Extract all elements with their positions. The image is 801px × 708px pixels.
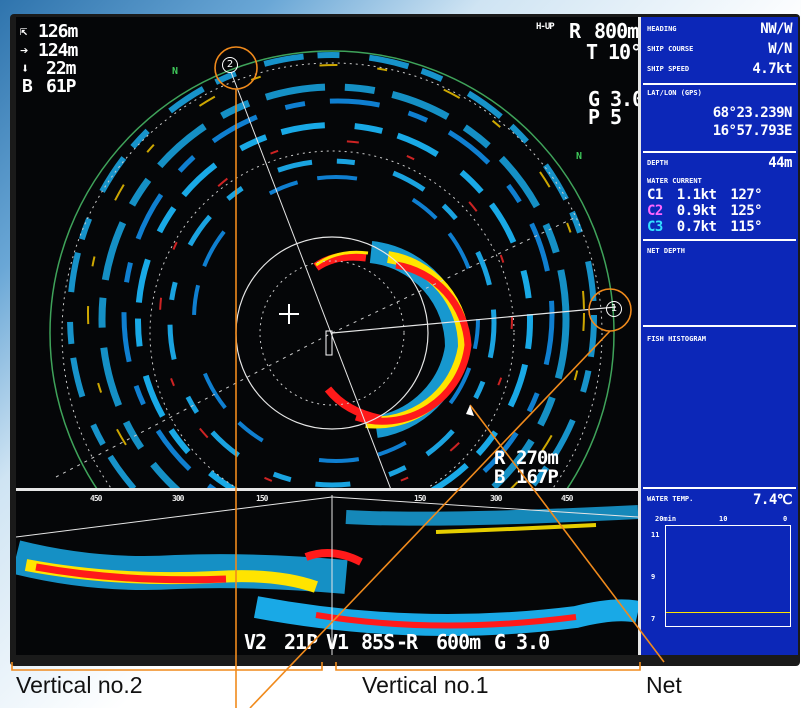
current-3-dir: 115°: [730, 219, 763, 235]
v2-value: 21P: [284, 630, 318, 654]
current-row-1: C1 1.1kt 127°: [647, 187, 792, 203]
temp-graph-frame: [665, 525, 791, 627]
scale-right-3: 450: [561, 494, 573, 503]
heading-label: HEADING: [647, 25, 677, 33]
current-row-3: C3 0.7kt 115°: [647, 219, 792, 235]
current-2-name: C2: [647, 203, 663, 219]
temp-axis-top-2: 10: [719, 515, 728, 523]
cursor-bearing-value: 167P: [516, 466, 559, 488]
histogram-label: FISH HISTOGRAM: [647, 335, 707, 343]
north-marker-right: N: [576, 151, 582, 162]
temp-axis-left-1: 11: [651, 531, 660, 539]
readout-line-2: 124m: [38, 40, 78, 61]
v1-gain-label: G: [494, 630, 506, 654]
tilt-label: T: [586, 40, 598, 64]
position-box: LAT/LON (GPS) 68°23.239N 16°57.793E: [643, 85, 796, 153]
current-3-speed: 0.7kt: [676, 219, 717, 235]
pulse-value: 5: [610, 105, 622, 129]
caption-vertical-1: Vertical no.1: [362, 672, 489, 698]
range-label: R: [569, 19, 581, 43]
v2-label: V2: [244, 630, 267, 654]
marker-1-label: 1: [606, 301, 622, 317]
scale-right-2: 300: [490, 494, 502, 503]
latitude-value: 68°23.239N: [712, 105, 793, 121]
temp-trend-line: [666, 612, 790, 613]
speed-label: SHIP SPEED: [647, 65, 690, 73]
marker-2-label: 2: [222, 57, 238, 73]
cursor-cross: [279, 304, 299, 324]
temp-axis-top-1: 20min: [655, 515, 677, 523]
depth-current-box: DEPTH 44m WATER CURRENT C1 1.1kt 127° C2…: [643, 153, 796, 241]
temp-value: 7.4℃: [752, 492, 793, 508]
scale-right-1: 150: [414, 494, 426, 503]
caption-vertical-2: Vertical no.2: [16, 672, 143, 698]
depth-label: DEPTH: [647, 159, 669, 167]
right-arrow-icon: ➔: [20, 43, 29, 59]
vertical-separator: [638, 17, 641, 655]
speed-value: 4.7kt: [752, 61, 792, 77]
depth-value: 44m: [768, 155, 792, 171]
current-label: WATER CURRENT: [647, 177, 702, 185]
net-depth-label: NET DEPTH: [647, 247, 685, 255]
down-arrow-icon: ⬇: [21, 61, 30, 77]
current-1-speed: 1.1kt: [676, 187, 717, 203]
cursor-bearing-label: B: [494, 466, 505, 488]
v1-label: V1: [326, 630, 349, 654]
water-temp-box: WATER TEMP. 7.4℃ 20min 10 0 11 9 7: [643, 489, 796, 653]
gain-label: G: [588, 87, 600, 111]
current-2-speed: 0.9kt: [676, 203, 717, 219]
navigation-box: HEADING NW/W SHIP COURSE W/N SHIP SPEED …: [643, 19, 796, 85]
heading-value: NW/W: [760, 21, 792, 37]
up-arrow-icon: ⇱: [20, 24, 27, 38]
info-panel: HEADING NW/W SHIP COURSE W/N SHIP SPEED …: [641, 17, 798, 655]
tilt-value: 10°: [608, 40, 642, 64]
readout-line-4-label: B: [22, 76, 33, 97]
v1-range: 600m: [436, 630, 481, 654]
fish-histogram-box: FISH HISTOGRAM: [643, 327, 796, 489]
v1-gain-value: 3.0: [516, 630, 550, 654]
net-echo: [313, 241, 472, 438]
v1-value: 85S: [361, 630, 395, 654]
readout-line-1: 126m: [38, 21, 78, 42]
current-row-2: C2 0.9kt 125°: [647, 203, 792, 219]
gain-value: 3.0: [610, 87, 644, 111]
north-marker: N: [172, 66, 178, 77]
temp-label: WATER TEMP.: [647, 495, 694, 503]
scale-left-3: 150: [256, 494, 268, 503]
mode-label: H-UP: [536, 22, 555, 32]
scale-left-1: 450: [90, 494, 102, 503]
readout-line-3: 22m: [46, 58, 76, 79]
temp-axis-left-3: 7: [651, 615, 656, 623]
current-1-name: C1: [647, 187, 663, 203]
net-depth-box: NET DEPTH: [643, 241, 796, 327]
longitude-value: 16°57.793E: [712, 123, 793, 139]
current-2-dir: 125°: [730, 203, 763, 219]
caption-net: Net: [646, 672, 682, 698]
current-3-name: C3: [647, 219, 663, 235]
v1-suffix: R: [406, 630, 418, 654]
readout-line-4-value: 61P: [46, 76, 76, 97]
latlon-label: LAT/LON (GPS): [647, 89, 702, 97]
horizontal-separator: [16, 488, 640, 491]
course-value: W/N: [768, 41, 792, 57]
range-value: 800m: [594, 19, 639, 43]
temp-axis-left-2: 9: [651, 573, 656, 581]
current-1-dir: 127°: [730, 187, 763, 203]
temp-axis-top-3: 0: [783, 515, 788, 523]
course-label: SHIP COURSE: [647, 45, 694, 53]
scale-left-2: 300: [172, 494, 184, 503]
pulse-label: P: [588, 105, 600, 129]
